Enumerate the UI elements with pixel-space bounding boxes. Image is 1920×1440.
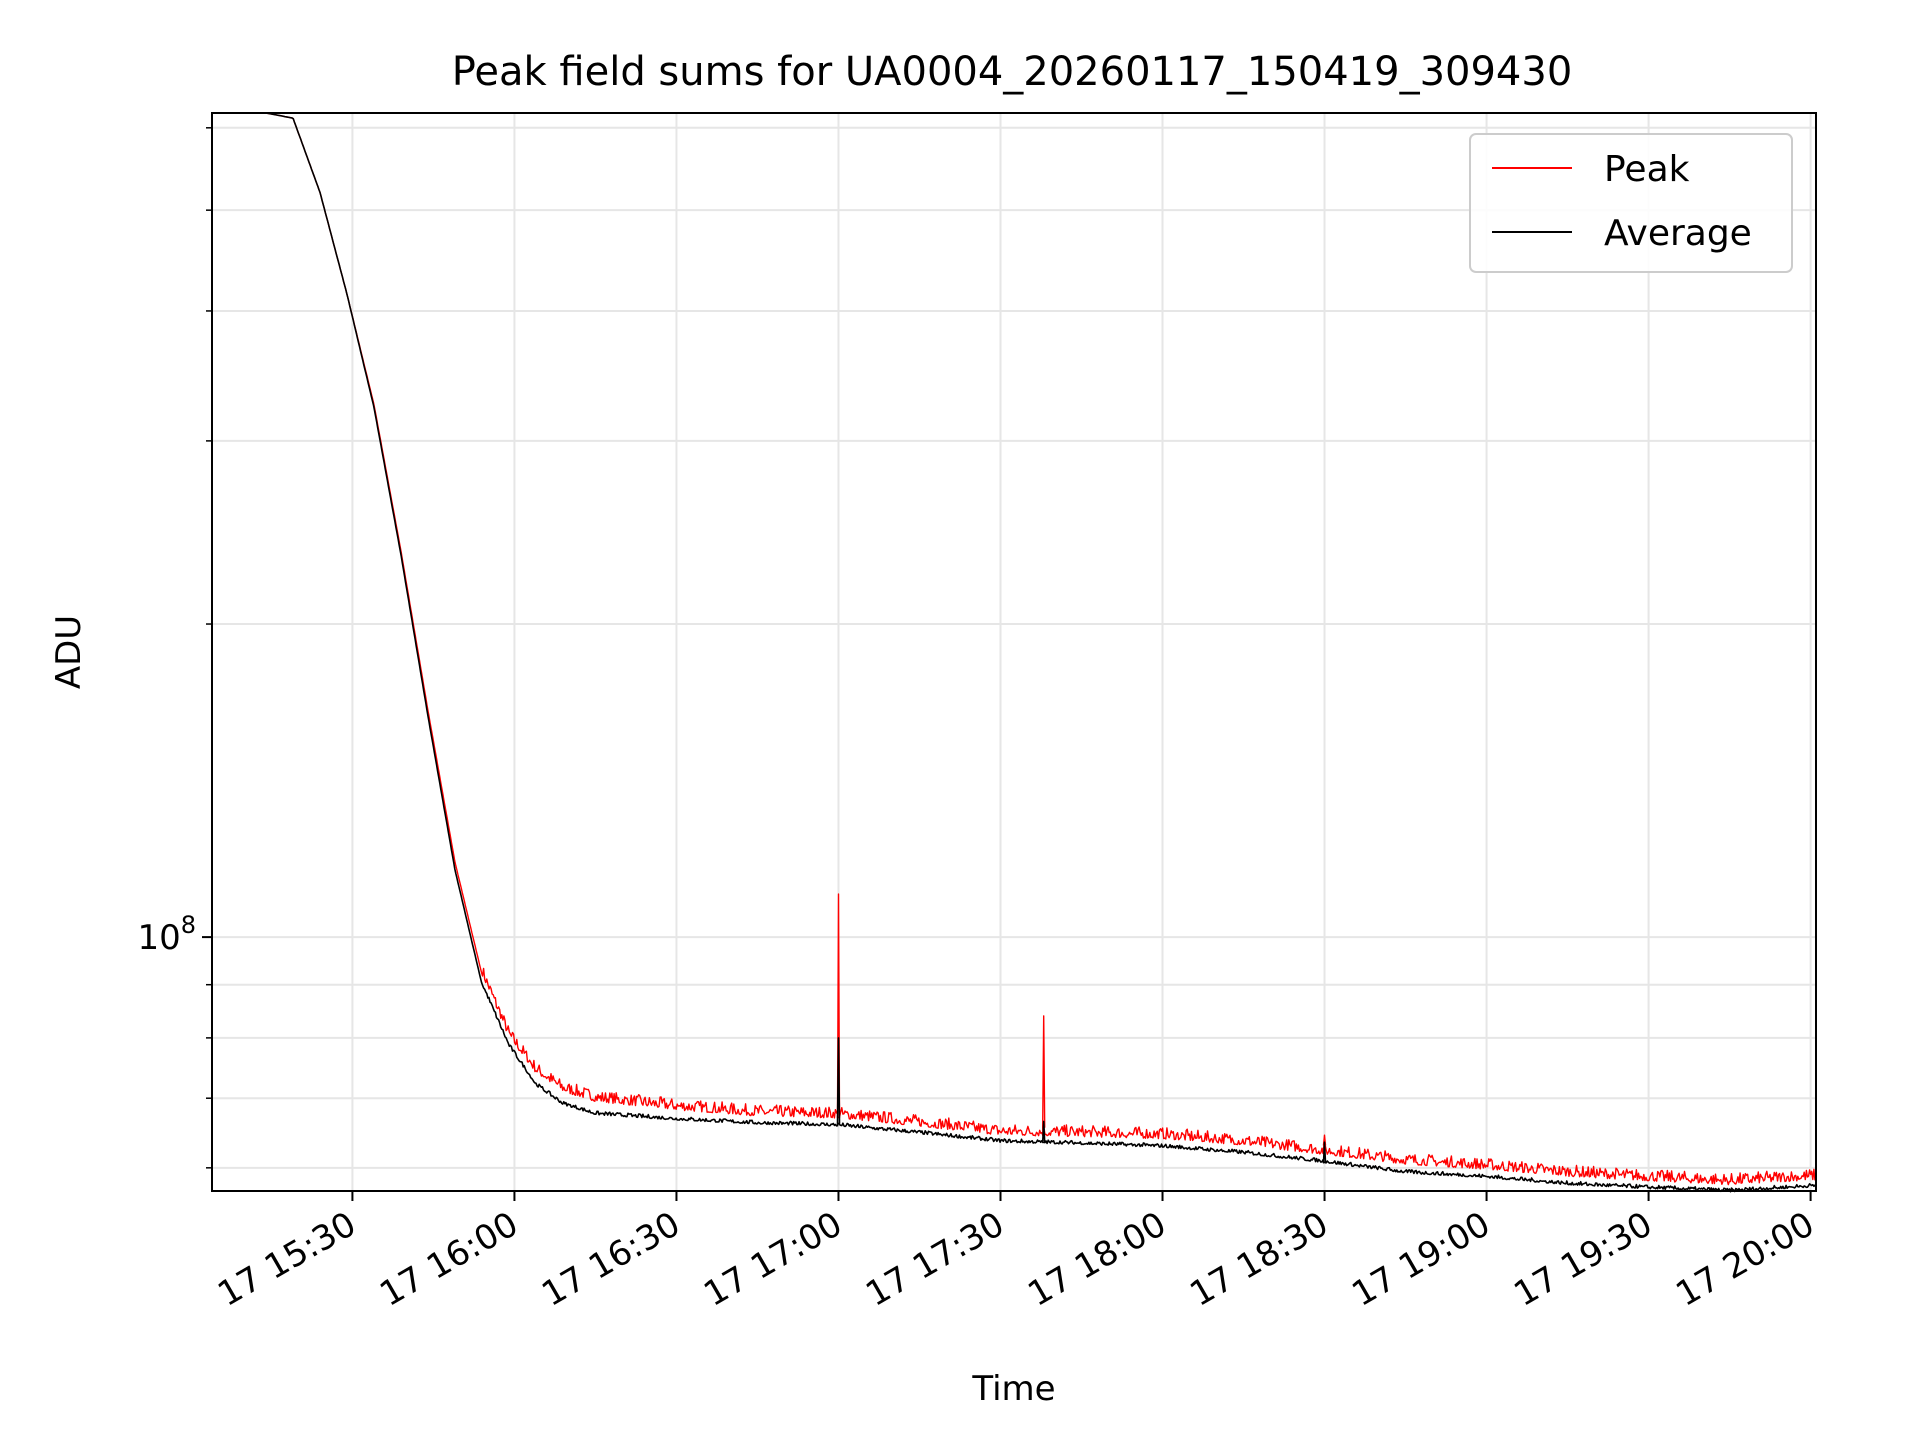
grid — [212, 113, 1816, 1191]
legend: Peak Average — [1469, 133, 1793, 273]
series-line-peak — [212, 112, 1817, 1186]
plot-frame — [211, 112, 1817, 1192]
y-axis-label: ADU — [49, 615, 89, 689]
x-axis-label: Time — [971, 1369, 1055, 1409]
legend-label-peak: Peak — [1604, 149, 1690, 190]
legend-label-average: Average — [1604, 213, 1752, 254]
chart-title: Peak field sums for UA0004_20260117_1504… — [452, 49, 1573, 95]
y-tick-label: 108 — [137, 911, 196, 958]
series-layer — [212, 112, 1817, 1193]
series-line-average — [212, 112, 1817, 1193]
